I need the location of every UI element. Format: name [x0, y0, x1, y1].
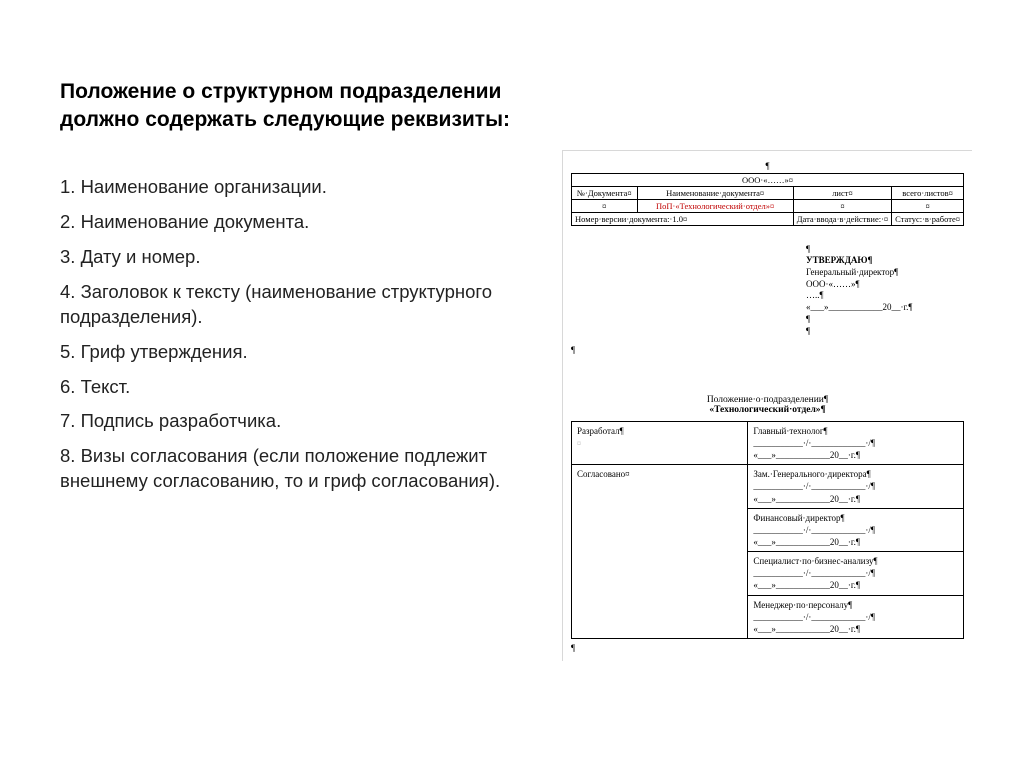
sig2-date: «___»____________20__·г.¶	[753, 494, 860, 504]
list-item-1: 1. Наименование организации.	[60, 175, 530, 200]
dev-left: Разработал¶ ¤	[572, 421, 748, 464]
sig4-date: «___»____________20__·г.¶	[753, 580, 860, 590]
dev-empty: ¤	[577, 439, 581, 448]
col-docname: Наименование·документа¤	[637, 186, 793, 199]
agree-left: Согласовано¤	[572, 465, 748, 639]
col-sheet: лист¤	[793, 186, 891, 199]
col-total: всего·листов¤	[892, 186, 964, 199]
list-item-6: 6. Текст.	[60, 375, 530, 400]
heading-line-2: должно содержать следующие реквизиты:	[60, 108, 510, 131]
sig1-role: Главный·технолог¶	[753, 426, 827, 436]
pilcrow-bottom: ¶	[571, 643, 964, 655]
center-line-2: «Технологический·отдел»¶	[571, 405, 964, 415]
left-column: Положение о структурном подразделении до…	[60, 78, 530, 504]
row3-ver: Номер·версии·документа:·1.0¤	[572, 212, 794, 225]
approve-name: …..¶	[806, 290, 966, 302]
list-item-5: 5. Гриф утверждения.	[60, 340, 530, 365]
main-heading: Положение о структурном подразделении до…	[60, 78, 530, 135]
list-item-4: 4. Заголовок к тексту (наименование стру…	[60, 280, 530, 330]
center-title-block: Положение·о·подразделении¶ «Технологичес…	[571, 395, 964, 415]
pilcrow-top: ¶	[571, 161, 964, 173]
agree-label: Согласовано¤	[577, 469, 630, 479]
row3-date: Дата·ввода·в·действие:·¤	[793, 212, 891, 225]
list-item-8: 8. Визы согласования (если положение под…	[60, 444, 530, 494]
row2-num: ¤	[572, 199, 638, 212]
sig4-role: Специалист·по·бизнес-анализу¶	[753, 556, 877, 566]
sig3: Финансовый·директор¶ ___________·/·_____…	[748, 508, 964, 551]
list-item-2: 2. Наименование документа.	[60, 210, 530, 235]
col-num: №·Документа¤	[572, 186, 638, 199]
heading-line-1: Положение о структурном подразделении	[60, 80, 501, 103]
sig3-name: ___________·/·____________·/¶	[753, 525, 875, 535]
sig4-name: ___________·/·____________·/¶	[753, 568, 875, 578]
approve-block: ¶ УТВЕРЖДАЮ¶ Генеральный·директор¶ ООО·«…	[806, 244, 966, 338]
row3-status: Статус:·в·работе¤	[892, 212, 964, 225]
pilcrow-mid: ¶	[571, 345, 964, 357]
row2-name: ПоП·«Технологический·отдел»¤	[637, 199, 793, 212]
sig3-role: Финансовый·директор¶	[753, 513, 844, 523]
approve-date: «___»____________20__·г.¶	[806, 302, 966, 314]
dev-label: Разработал¶	[577, 426, 624, 436]
sig1-date: «___»____________20__·г.¶	[753, 450, 860, 460]
sig5-date: «___»____________20__·г.¶	[753, 624, 860, 634]
document-preview: ¶ ООО·«……»¤ №·Документа¤ Наименование·до…	[562, 150, 972, 661]
sig5-name: ___________·/·____________·/¶	[753, 612, 875, 622]
list-item-3: 3. Дату и номер.	[60, 245, 530, 270]
row2-total: ¤	[892, 199, 964, 212]
sig2-role: Зам.·Генерального·директора¶	[753, 469, 870, 479]
signatures-table: Разработал¶ ¤ Главный·технолог¶ ________…	[571, 421, 964, 639]
center-line-1: Положение·о·подразделении¶	[571, 395, 964, 405]
sig4: Специалист·по·бизнес-анализу¶ __________…	[748, 552, 964, 595]
sig1: Главный·технолог¶ ___________·/·________…	[748, 421, 964, 464]
row2-sheet: ¤	[793, 199, 891, 212]
sig2: Зам.·Генерального·директора¶ ___________…	[748, 465, 964, 508]
approve-title: УТВЕРЖДАЮ¶	[806, 255, 872, 265]
org-cell: ООО·«……»¤	[572, 173, 964, 186]
sig2-name: ___________·/·____________·/¶	[753, 481, 875, 491]
approve-org: ООО·«……»¶	[806, 279, 966, 291]
doc-header-table: ООО·«……»¤ №·Документа¤ Наименование·доку…	[571, 173, 964, 226]
sig5-role: Менеджер·по·персоналу¶	[753, 600, 852, 610]
sig5: Менеджер·по·персоналу¶ ___________·/·___…	[748, 595, 964, 638]
sig1-name: ___________·/·____________·/¶	[753, 438, 875, 448]
approve-role: Генеральный·директор¶	[806, 267, 966, 279]
list-item-7: 7. Подпись разработчика.	[60, 409, 530, 434]
sig3-date: «___»____________20__·г.¶	[753, 537, 860, 547]
